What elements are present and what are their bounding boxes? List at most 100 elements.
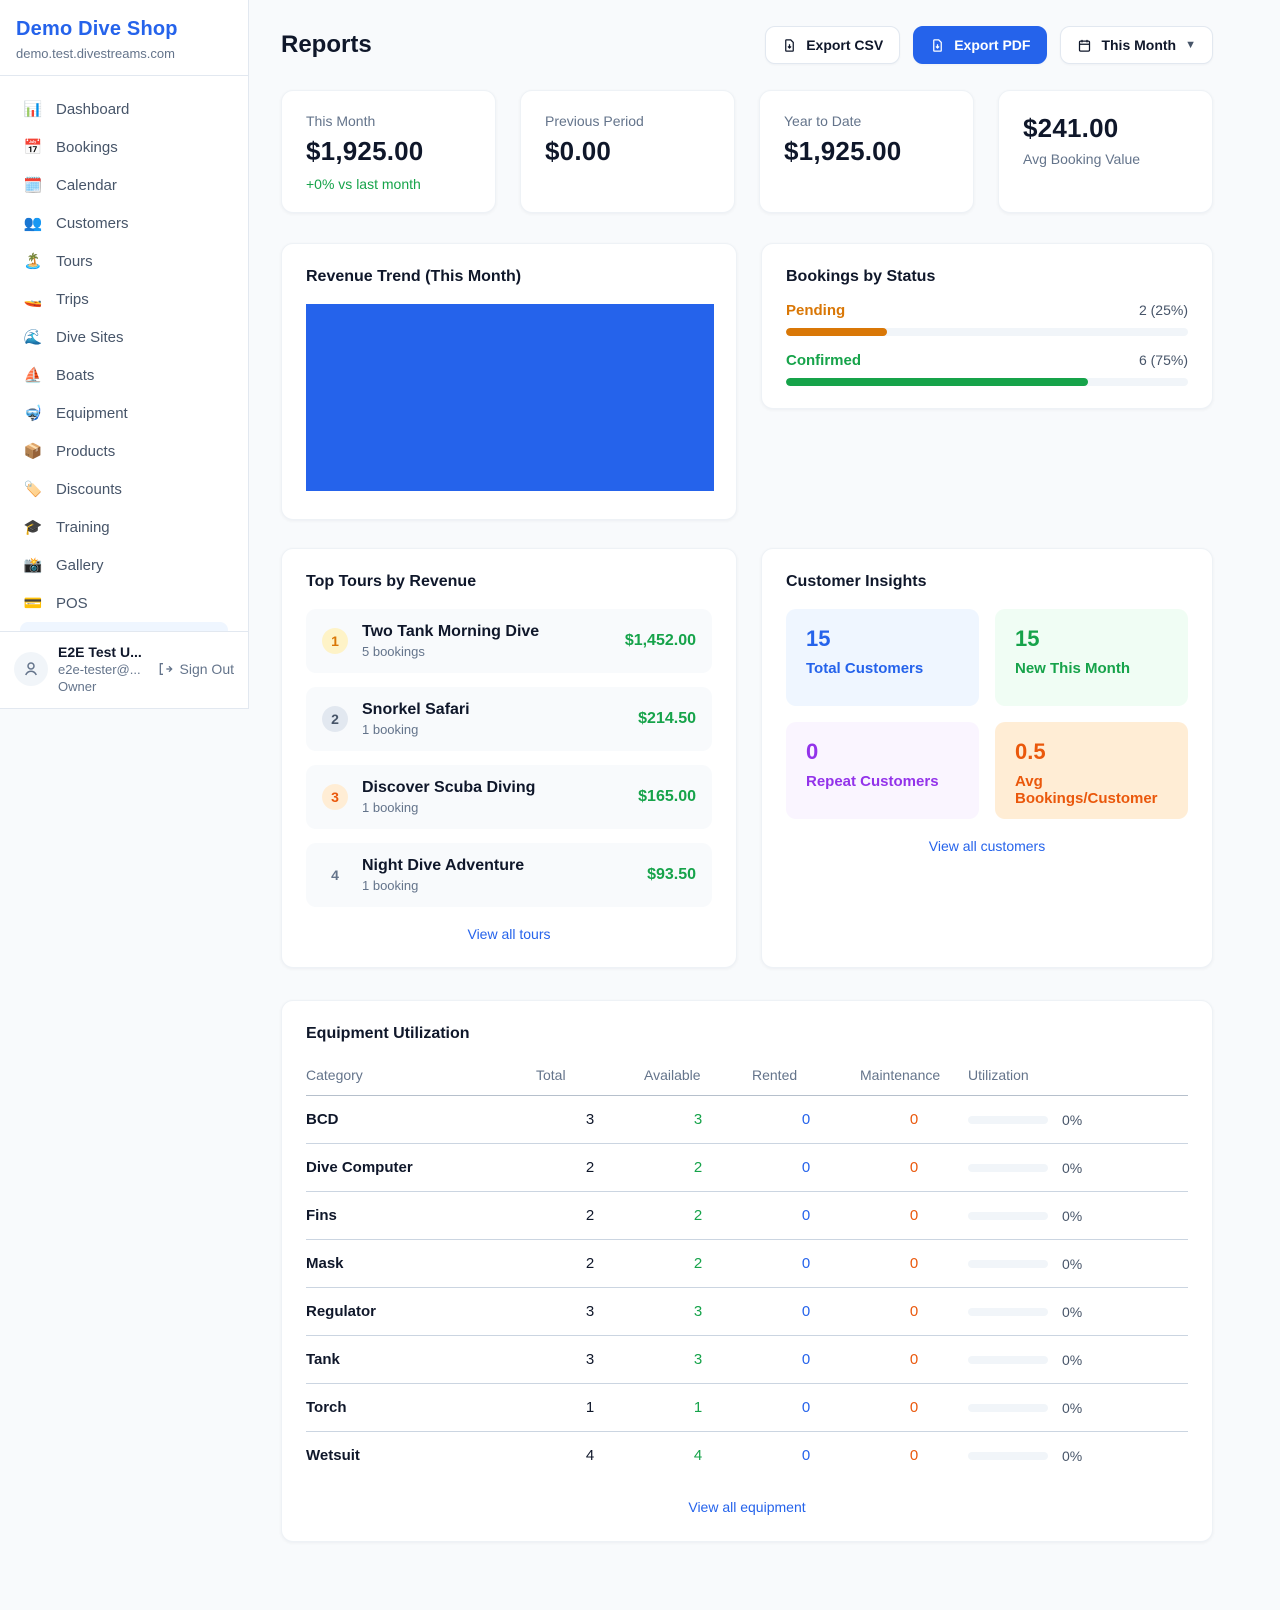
tour-row: 1 Two Tank Morning Dive 5 bookings $1,45…: [306, 609, 712, 673]
sidebar-item-label: Gallery: [56, 556, 104, 574]
status-bar-track: [786, 328, 1188, 336]
sign-out-button[interactable]: Sign Out: [157, 661, 234, 677]
status-row-confirmed: Confirmed 6 (75%): [786, 352, 1188, 386]
shop-domain: demo.test.divestreams.com: [16, 46, 175, 61]
chevron-down-icon: ▼: [1185, 39, 1196, 51]
cell-total: 2: [536, 1143, 644, 1192]
sidebar-header: Demo Dive Shop demo.test.divestreams.com: [0, 0, 248, 76]
top-tours-title: Top Tours by Revenue: [306, 573, 477, 590]
sign-out-label: Sign Out: [179, 661, 234, 677]
sidebar-item-discounts[interactable]: 🏷️ Discounts: [10, 470, 238, 508]
cell-rented: 0: [752, 1383, 860, 1432]
stat-card-avg-booking-value: $241.00 Avg Booking Value: [998, 90, 1213, 213]
tour-row: 3 Discover Scuba Diving 1 booking $165.0…: [306, 765, 712, 829]
col-header-total: Total: [536, 1059, 644, 1096]
stat-delta: +0% vs last month: [306, 176, 421, 192]
stat-value: $0.00: [545, 136, 612, 166]
sidebar-item-gallery[interactable]: 📸 Gallery: [10, 546, 238, 584]
sidebar-item-bookings[interactable]: 📅 Bookings: [10, 128, 238, 166]
view-all-tours-link[interactable]: View all tours: [467, 926, 551, 942]
tour-bookings: 1 booking: [362, 878, 419, 893]
sidebar-item-tours[interactable]: 🏝️ Tours: [10, 242, 238, 280]
tour-row: 2 Snorkel Safari 1 booking $214.50: [306, 687, 712, 751]
sidebar-item-reports-partial[interactable]: [20, 622, 228, 631]
cell-rented: 0: [801, 1447, 811, 1465]
cell-category: Fins: [306, 1191, 536, 1240]
file-download-icon: [933, 38, 943, 52]
tour-revenue: $165.00: [638, 788, 696, 805]
tour-list: 1 Two Tank Morning Dive 5 bookings $1,45…: [306, 609, 712, 907]
view-all-equipment-link[interactable]: View all equipment: [688, 1498, 806, 1515]
bookings-by-status-title: Bookings by Status: [786, 268, 936, 285]
export-csv-button[interactable]: Export CSV: [765, 26, 901, 64]
tour-name: Snorkel Safari: [362, 701, 470, 718]
cell-total: 2: [536, 1191, 644, 1240]
sidebar-item-boats[interactable]: ⛵ Boats: [10, 356, 238, 394]
col-header-utilization: Utilization: [968, 1059, 1188, 1096]
tour-revenue: $1,452.00: [624, 632, 696, 649]
stat-label: Year to Date: [784, 113, 862, 129]
insight-grid: 15 Total Customers 15 New This Month 0 R…: [786, 609, 1188, 819]
island-icon: 🏝️: [23, 253, 43, 270]
period-dropdown[interactable]: This Month ▼: [1060, 26, 1213, 64]
status-row-pending: Pending 2 (25%): [786, 302, 1188, 336]
status-bar-fill-confirmed: [786, 378, 1088, 386]
status-count-confirmed: 6 (75%): [1138, 352, 1188, 368]
equipment-utilization-card: Equipment Utilization Category Total Ava…: [281, 1000, 1213, 1542]
insight-tile-avg-bookings: 0.5 Avg Bookings/Customer: [995, 722, 1188, 819]
sidebar-item-label: POS: [56, 594, 88, 612]
sailboat-icon: ⛵: [23, 367, 43, 384]
cell-available: 4: [693, 1447, 703, 1465]
stat-label: Previous Period: [545, 113, 644, 129]
tour-revenue: $93.50: [647, 866, 696, 883]
user-role: Owner: [58, 679, 97, 694]
rank-badge: 1: [322, 628, 348, 654]
user-meta: E2E Test U... e2e-tester@... Owner: [58, 644, 142, 694]
sidebar-item-label: Bookings: [56, 138, 118, 156]
user-name: E2E Test U...: [58, 644, 142, 660]
utilization-bar-track: [968, 1259, 1048, 1268]
insight-label: Total Customers: [806, 660, 924, 677]
page-header: Reports Export CSV Export PDF This Month: [281, 26, 1213, 64]
insight-value: 0: [806, 739, 819, 764]
cell-utilization: 0%: [968, 1239, 1188, 1288]
credit-card-icon: 💳: [23, 595, 43, 612]
tour-row: 4 Night Dive Adventure 1 booking $93.50: [306, 843, 712, 907]
cell-available: 2: [644, 1143, 752, 1192]
sidebar-item-calendar[interactable]: 🗓️ Calendar: [10, 166, 238, 204]
sidebar-item-trips[interactable]: 🚤 Trips: [10, 280, 238, 318]
sidebar-item-equipment[interactable]: 🤿 Equipment: [10, 394, 238, 432]
cell-total: 3: [536, 1095, 644, 1144]
table-row: Dive Computer 2 2 0 0 0%: [306, 1143, 1188, 1192]
sidebar-item-products[interactable]: 📦 Products: [10, 432, 238, 470]
cell-maintenance: 0: [860, 1335, 968, 1384]
revenue-trend-card: Revenue Trend (This Month): [281, 243, 737, 520]
cell-rented: 0: [752, 1191, 860, 1240]
sidebar-item-customers[interactable]: 👥 Customers: [10, 204, 238, 242]
stat-card-previous-period: Previous Period $0.00: [520, 90, 735, 213]
cell-category: Wetsuit: [306, 1447, 360, 1465]
sidebar-item-training[interactable]: 🎓 Training: [10, 508, 238, 546]
view-all-customers-link[interactable]: View all customers: [928, 838, 1046, 854]
cell-utilization: 0%: [968, 1432, 1188, 1480]
people-icon: 👥: [23, 215, 43, 232]
cell-rented: 0: [752, 1335, 860, 1384]
sidebar-item-dive-sites[interactable]: 🌊 Dive Sites: [10, 318, 238, 356]
cell-category: BCD: [306, 1095, 536, 1144]
insight-label: New This Month: [1015, 660, 1130, 677]
table-row: Torch 1 1 0 0 0%: [306, 1383, 1188, 1432]
cell-total: 4: [585, 1447, 595, 1465]
cell-available: 2: [644, 1191, 752, 1240]
table-row: BCD 3 3 0 0 0%: [306, 1095, 1188, 1144]
sidebar-item-dashboard[interactable]: 📊 Dashboard: [10, 90, 238, 128]
sidebar-item-label: Boats: [56, 366, 95, 384]
sidebar-item-pos[interactable]: 💳 POS: [10, 584, 238, 622]
tour-name: Discover Scuba Diving: [362, 779, 536, 796]
export-pdf-button[interactable]: Export PDF: [913, 26, 1048, 64]
header-actions: Export CSV Export PDF This Month ▼: [765, 26, 1213, 64]
tour-name: Two Tank Morning Dive: [362, 623, 540, 640]
utilization-bar-track: [968, 1451, 1048, 1460]
sidebar-item-label: Products: [56, 442, 116, 460]
sign-out-icon: [159, 663, 173, 675]
sidebar-item-label: Customers: [56, 214, 129, 232]
